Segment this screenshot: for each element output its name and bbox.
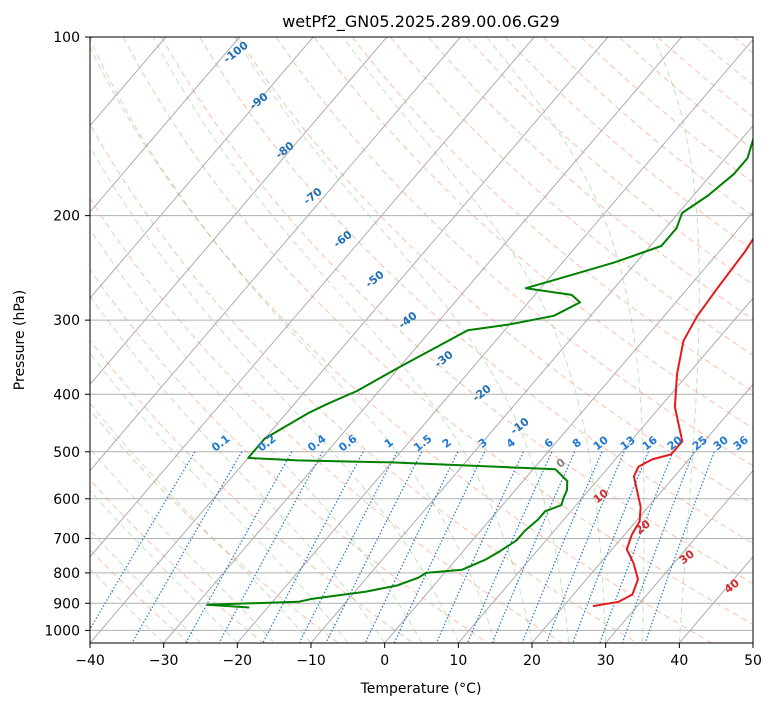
- x-axis-label: Temperature (°C): [360, 681, 482, 697]
- moist-adiabat-line: [0, 37, 201, 643]
- isotherm-line: [0, 37, 240, 643]
- isotherm-line: [0, 37, 313, 643]
- x-tick-label: 20: [523, 653, 541, 669]
- y-tick-label: 900: [53, 596, 80, 612]
- moist-adiabat-line: [0, 37, 422, 643]
- dry-adiabat-line: [85, 37, 712, 643]
- isotherm-label: -60: [331, 228, 355, 251]
- dry-adiabat-line: [0, 37, 338, 643]
- dry-adiabat-line: [429, 37, 775, 643]
- chart-title: wetPf2_GN05.2025.289.00.06.G29: [282, 12, 560, 32]
- moist-adiabat-line: [0, 37, 311, 643]
- y-tick-label: 200: [53, 209, 80, 225]
- mixing-ratio-label: 0.6: [336, 432, 360, 454]
- x-tick-label: −10: [296, 653, 326, 669]
- mixing-ratio-line: [219, 452, 323, 643]
- x-tick-label: 0: [380, 653, 389, 669]
- dry-adiabat-line: [658, 37, 775, 643]
- isotherm-label: -40: [396, 309, 420, 332]
- y-tick-label: 100: [53, 30, 80, 46]
- isotherm-line: [385, 37, 775, 643]
- isotherm-label: -90: [247, 90, 271, 113]
- isotherm-line: [16, 37, 534, 643]
- isotherm-label: 40: [722, 576, 742, 596]
- mixing-ratio-label: 6: [542, 436, 556, 451]
- moist-adiabat-line: [89, 37, 495, 643]
- mixing-ratio-line: [622, 452, 693, 643]
- dry-adiabat-line: [352, 37, 775, 643]
- dry-adiabat-line: [0, 37, 413, 643]
- isotherm-label: -100: [221, 38, 251, 65]
- isotherm-line: [458, 37, 775, 643]
- isotherm-label: -50: [363, 268, 387, 291]
- isotherm-label: -30: [432, 348, 456, 371]
- isotherm-label: 0: [554, 456, 568, 471]
- y-tick-label: 300: [53, 313, 80, 329]
- x-tick-label: −40: [75, 653, 105, 669]
- dry-adiabat-line: [696, 37, 775, 643]
- isotherm-line: [0, 37, 387, 643]
- mixing-ratio-label: 36: [731, 433, 751, 453]
- y-tick-label: 800: [53, 566, 80, 582]
- x-tick-label: 10: [449, 653, 467, 669]
- mixing-ratio-label: 2: [440, 436, 454, 451]
- mixing-ratio-line: [365, 452, 458, 643]
- isotherm-line: [164, 37, 682, 643]
- mixing-ratio-label: 0.1: [209, 432, 232, 454]
- x-tick-label: −20: [223, 653, 253, 669]
- isotherm-line: [753, 37, 775, 643]
- moist-adiabat-line: [0, 37, 385, 643]
- moist-adiabat-line: [235, 37, 569, 643]
- mixing-ratio-label: 10: [591, 433, 611, 453]
- moist-adiabat-line: [0, 37, 274, 643]
- mixing-ratio-line: [186, 452, 292, 643]
- moist-adiabat-line: [153, 37, 532, 643]
- x-tick-label: 50: [744, 653, 762, 669]
- x-tick-label: −30: [149, 653, 179, 669]
- dry-adiabat-line: [543, 37, 775, 643]
- isotherm-label: -20: [470, 382, 494, 405]
- dry-adiabat-line: [734, 37, 775, 643]
- mixing-ratio-label: 30: [711, 433, 731, 453]
- mixing-ratio-label: 3: [476, 436, 490, 451]
- y-tick-label: 600: [53, 492, 80, 508]
- y-axis-label: Pressure (hPa): [12, 290, 28, 390]
- isotherm-label: -10: [508, 415, 532, 438]
- moist-adiabat-line: [0, 37, 348, 643]
- y-tick-label: 400: [53, 387, 80, 403]
- moist-adiabat-line: [38, 37, 459, 643]
- mixing-ratio-label: 4: [504, 436, 518, 451]
- x-tick-label: 30: [597, 653, 615, 669]
- mixing-ratio-label: 8: [570, 436, 584, 451]
- mixing-ratio-line: [600, 452, 673, 643]
- isotherm-line: [532, 37, 775, 643]
- y-tick-label: 1000: [44, 623, 80, 639]
- isotherm-label: 30: [677, 547, 697, 567]
- y-tick-label: 500: [53, 445, 80, 461]
- y-tick-label: 700: [53, 532, 80, 548]
- mixing-ratio-label: 0.4: [305, 432, 329, 454]
- mixing-ratio-line: [573, 452, 649, 643]
- isotherm-line: [237, 37, 755, 643]
- isotherm-label: -70: [301, 185, 325, 208]
- plot-frame: [90, 37, 753, 643]
- dry-adiabat-line: [0, 37, 264, 643]
- mixing-ratio-line: [82, 452, 195, 643]
- isotherm-line: [679, 37, 775, 643]
- x-tick-label: 40: [670, 653, 688, 669]
- dry-adiabat-line: [238, 37, 775, 643]
- dry-adiabat-line: [467, 37, 775, 643]
- mixing-ratio-label: 0.2: [255, 432, 278, 454]
- mixing-ratio-line: [132, 452, 242, 643]
- isotherm-label: -80: [273, 139, 297, 162]
